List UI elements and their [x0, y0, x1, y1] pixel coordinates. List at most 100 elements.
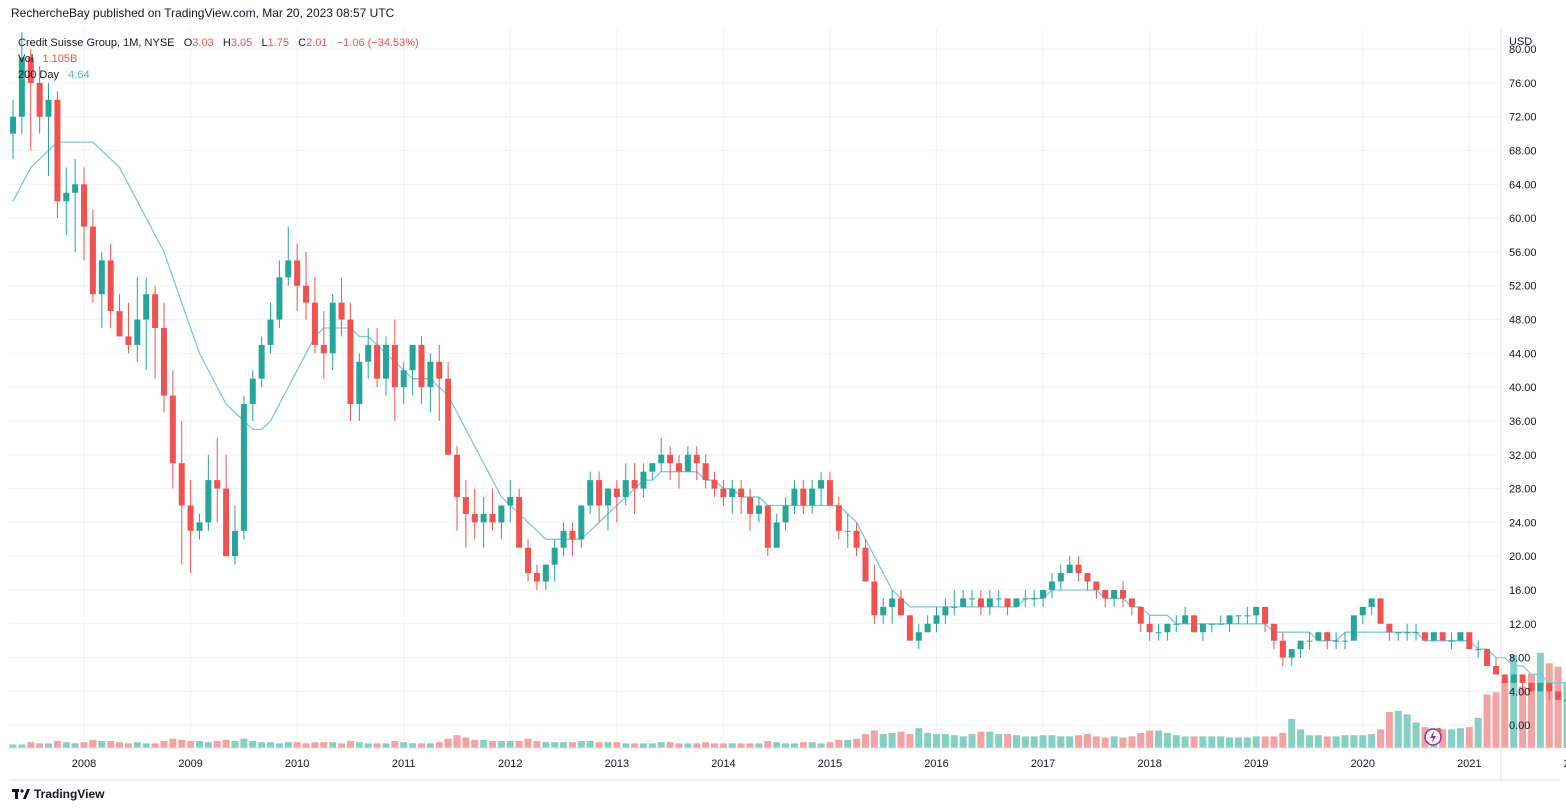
volume-bar — [968, 734, 976, 748]
x-tick-label: 2015 — [818, 758, 842, 770]
x-tick-label: 2012 — [498, 758, 522, 770]
volume-bar — [1554, 666, 1562, 748]
candle — [809, 480, 816, 514]
candle-body — [338, 302, 345, 320]
candle-body — [1226, 615, 1233, 624]
volume-bar — [648, 743, 656, 748]
candle — [81, 167, 88, 261]
volume-bar — [1163, 732, 1171, 748]
candle — [1164, 623, 1171, 641]
x-tick-label: 2013 — [605, 758, 629, 770]
x-tick-label: 2018 — [1137, 758, 1161, 770]
volume-bar — [355, 742, 363, 748]
symbol-name[interactable]: Credit Suisse Group, 1M, NYSE — [18, 37, 175, 49]
candle — [143, 277, 150, 371]
volume-bar — [1075, 735, 1083, 748]
volume-bar — [684, 743, 692, 748]
y-tick-label: 44.00 — [1509, 348, 1537, 360]
candle — [604, 488, 611, 531]
grid-lines — [9, 28, 1501, 748]
volume-label[interactable]: Vol — [18, 53, 34, 65]
candle — [1466, 632, 1473, 650]
high-label: H — [222, 37, 231, 49]
candle-body — [498, 505, 505, 523]
volume-bar — [151, 743, 159, 748]
candle — [933, 606, 940, 633]
candle — [1395, 632, 1402, 641]
volume-bar — [1261, 736, 1269, 748]
candle — [764, 505, 771, 557]
volume-bar — [311, 742, 319, 748]
volume-bar — [338, 743, 346, 748]
volume-bar — [116, 742, 124, 748]
candle-body — [1368, 598, 1375, 607]
candle-body — [445, 378, 452, 455]
candle-body — [551, 547, 558, 565]
candle — [1448, 632, 1455, 650]
candle — [1528, 682, 1535, 692]
candle-body — [240, 404, 247, 531]
candle-body — [1120, 589, 1126, 599]
ma-label[interactable]: 200 Day — [18, 69, 59, 81]
volume-bar — [941, 734, 949, 748]
volume-bar — [1199, 736, 1207, 748]
volume-bar — [568, 742, 576, 748]
candle — [906, 615, 913, 641]
candle-body — [773, 522, 780, 548]
volume-bar — [533, 741, 541, 748]
volume-bar — [284, 742, 292, 748]
candle-body — [1395, 632, 1402, 634]
candle-body — [205, 480, 212, 523]
x-tick-label: 2008 — [72, 758, 96, 770]
candle — [1377, 598, 1384, 624]
candle-body — [693, 454, 700, 464]
candle-body — [826, 480, 833, 506]
candle — [889, 589, 896, 624]
volume-bar — [1234, 737, 1242, 748]
volume-bar — [986, 731, 994, 748]
candle — [986, 589, 993, 616]
candle — [134, 277, 141, 362]
candle-body — [1448, 640, 1455, 642]
volume-bar — [1172, 735, 1180, 748]
y-tick-label: 36.00 — [1509, 416, 1537, 428]
candle-body — [809, 488, 816, 506]
candle-body — [622, 480, 629, 498]
tradingview-footer[interactable]: TradingView — [12, 787, 104, 801]
low-label: L — [261, 37, 268, 49]
candle — [1457, 632, 1464, 641]
candle-body — [1466, 632, 1473, 650]
candle-body — [764, 505, 771, 548]
volume-bar — [817, 743, 825, 748]
candle — [818, 471, 825, 506]
volume-bar — [906, 734, 914, 748]
y-tick-label: 48.00 — [1509, 315, 1537, 327]
candle — [977, 589, 984, 616]
candle — [1519, 674, 1526, 692]
candle-body — [81, 184, 88, 227]
volume-bar — [213, 741, 221, 748]
candle-body — [942, 606, 949, 616]
candle — [196, 513, 203, 540]
volume-bar — [222, 739, 230, 748]
candle — [995, 589, 1002, 607]
candle — [436, 344, 443, 421]
candle-body — [214, 480, 221, 489]
candle — [1413, 623, 1420, 641]
volume-bar — [391, 741, 399, 748]
volume-bar — [746, 743, 754, 748]
candle-body — [1510, 674, 1517, 683]
candle-body — [1084, 573, 1091, 582]
candle — [89, 209, 96, 303]
volume-bar — [169, 738, 177, 748]
candle — [391, 319, 398, 421]
x-tick-label: 2021 — [1457, 758, 1481, 770]
y-tick-label: 68.00 — [1509, 146, 1537, 158]
candle-body — [782, 505, 789, 523]
candle-body — [320, 344, 327, 354]
candle-body — [977, 598, 984, 607]
volume-bar — [1048, 735, 1056, 748]
volume-bar — [604, 742, 612, 748]
candle-body — [1022, 598, 1029, 600]
